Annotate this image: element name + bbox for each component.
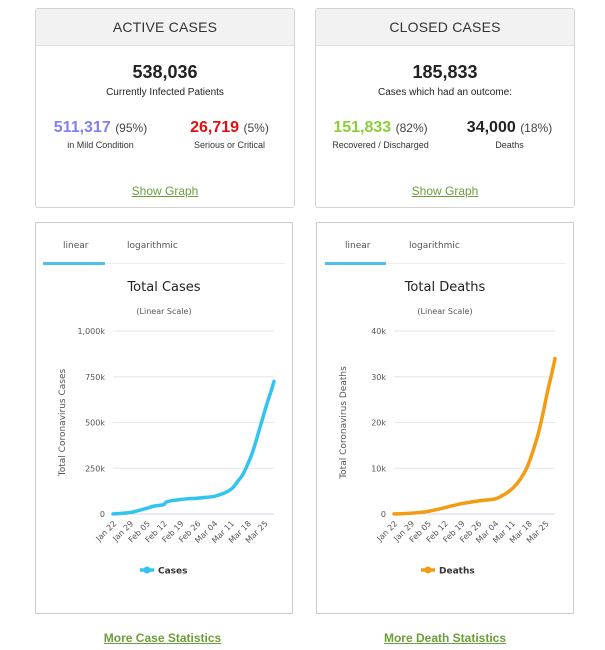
closed-total-label: Cases which had an outcome: bbox=[378, 87, 512, 98]
deaths-pct: (18%) bbox=[520, 121, 553, 135]
recovered-label: Recovered / Discharged bbox=[332, 140, 429, 150]
chart-subtitle: (Linear Scale) bbox=[417, 307, 473, 316]
legend-label: Cases bbox=[158, 567, 188, 577]
tab-logarithmic[interactable]: logarithmic bbox=[409, 241, 460, 251]
y-tick-label: 250k bbox=[85, 464, 105, 473]
mild-pct: (95%) bbox=[115, 121, 148, 135]
y-tick-label: 20k bbox=[371, 419, 386, 428]
serious-value: 26,719 bbox=[190, 119, 240, 136]
more-case-statistics-link[interactable]: More Case Statistics bbox=[103, 631, 222, 645]
chart-title: Total Cases bbox=[127, 280, 201, 295]
closed-show-graph-link[interactable]: Show Graph bbox=[411, 184, 479, 198]
y-tick-label: 750k bbox=[85, 373, 105, 382]
chart-subtitle: (Linear Scale) bbox=[136, 307, 192, 316]
serious-pct: (5%) bbox=[243, 121, 269, 135]
deaths-value: 34,000 bbox=[466, 119, 516, 136]
recovered-stat: 151,833 (82%) Recovered / Discharged bbox=[316, 119, 445, 150]
serious-stat: 26,719 (5%) Serious or Critical bbox=[165, 119, 294, 150]
legend-marker bbox=[424, 566, 432, 574]
active-show-graph-link[interactable]: Show Graph bbox=[131, 184, 199, 198]
y-tick-label: 40k bbox=[371, 327, 386, 336]
cases-plot: 0 250k 500k 750k 1,000k Total Coronavirus Cas… bbox=[58, 327, 276, 577]
closed-cases-card: CLOSED CASES 185,833 Cases which had an … bbox=[315, 8, 575, 208]
y-tick-label: 500k bbox=[85, 419, 105, 428]
active-total-label: Currently Infected Patients bbox=[106, 87, 224, 98]
y-tick-label: 0 bbox=[100, 510, 105, 519]
active-cases-card: ACTIVE CASES 538,036 Currently Infected … bbox=[35, 8, 295, 208]
y-tick-label: 30k bbox=[371, 373, 386, 382]
active-tab-indicator bbox=[325, 262, 386, 265]
closed-total: 185,833 bbox=[412, 62, 478, 82]
more-death-statistics-link[interactable]: More Death Statistics bbox=[383, 631, 507, 645]
deaths-label: Deaths bbox=[495, 140, 524, 150]
y-tick-label: 10k bbox=[371, 464, 386, 473]
tab-logarithmic[interactable]: logarithmic bbox=[127, 241, 178, 251]
y-axis-label: Total Coronavirus Deaths bbox=[339, 366, 349, 480]
closed-cases-title: CLOSED CASES bbox=[316, 9, 574, 46]
y-tick-label: 1,000k bbox=[77, 327, 105, 336]
mild-value: 511,317 bbox=[53, 119, 111, 136]
recovered-pct: (82%) bbox=[395, 121, 428, 135]
total-cases-chart-card: linear logarithmic Total Cases (Linear S… bbox=[35, 222, 293, 614]
mild-label: in Mild Condition bbox=[67, 140, 134, 150]
tab-linear[interactable]: linear bbox=[63, 241, 89, 251]
total-deaths-chart-card: linear logarithmic Total Deaths (Linear … bbox=[316, 222, 574, 614]
y-axis-label: Total Coronavirus Cases bbox=[58, 368, 68, 477]
legend-marker bbox=[143, 566, 151, 574]
chart-title: Total Deaths bbox=[404, 280, 486, 295]
mild-stat: 511,317 (95%) in Mild Condition bbox=[36, 119, 165, 150]
active-tab-indicator bbox=[43, 262, 105, 265]
deaths-stat: 34,000 (18%) Deaths bbox=[445, 119, 574, 150]
scale-tabs: linear logarithmic bbox=[43, 233, 285, 265]
y-tick-label: 0 bbox=[381, 510, 386, 519]
recovered-value: 151,833 bbox=[333, 119, 392, 136]
serious-label: Serious or Critical bbox=[193, 140, 266, 150]
active-total: 538,036 bbox=[132, 62, 198, 82]
series-line-deaths bbox=[392, 356, 557, 516]
scale-tabs: linear logarithmic bbox=[324, 233, 566, 265]
series-line-cases bbox=[111, 379, 276, 516]
tab-linear[interactable]: linear bbox=[345, 241, 371, 251]
active-cases-title: ACTIVE CASES bbox=[36, 9, 294, 46]
legend-label: Deaths bbox=[439, 567, 475, 577]
